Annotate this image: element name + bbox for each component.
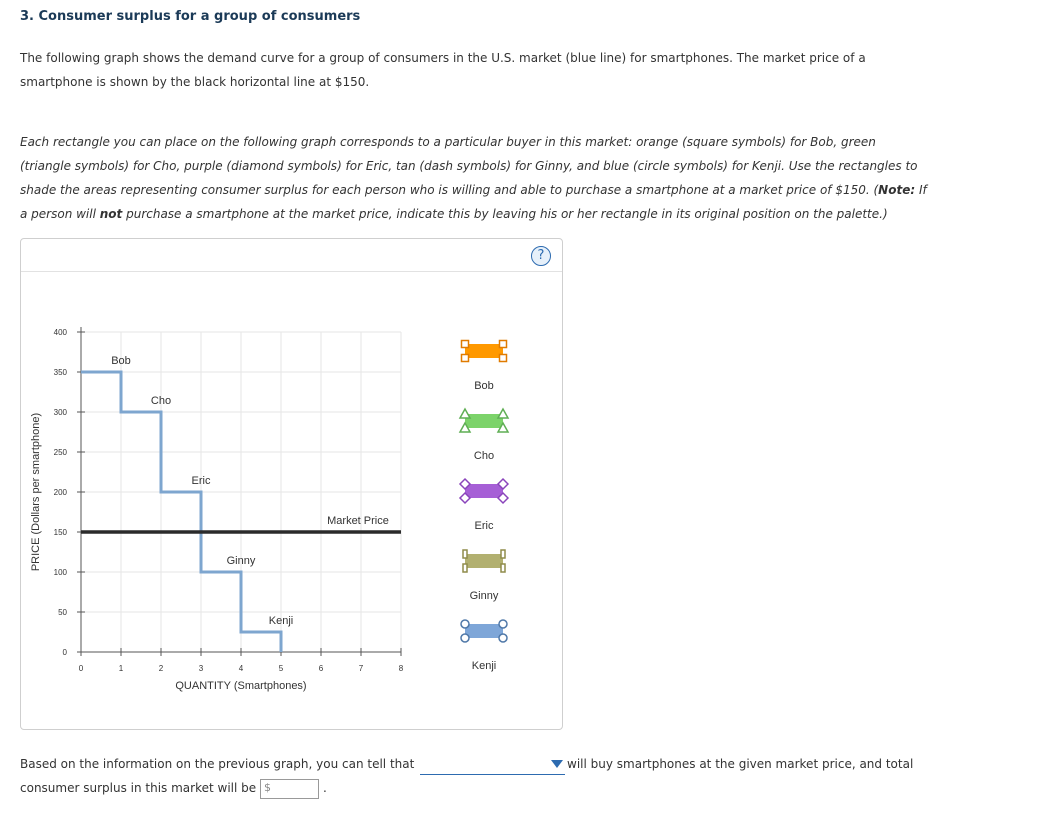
instr-line-1: Each rectangle you can place on the foll…: [20, 135, 876, 149]
x-tick-label: 7: [359, 664, 364, 673]
eric-rect-fill: [465, 484, 503, 498]
y-tick-label: 100: [54, 568, 68, 577]
chevron-down-icon: [551, 760, 563, 768]
kenji-circle-icon: [460, 633, 470, 643]
x-tick-label: 6: [319, 664, 324, 673]
ginny-dash-icon: [500, 549, 506, 559]
instr-line-2: (triangle symbols) for Cho, purple (diam…: [20, 159, 918, 173]
ginny-dash-icon: [500, 563, 506, 573]
instructions-paragraph: Each rectangle you can place on the foll…: [20, 130, 980, 226]
step-label-ginny: Ginny: [227, 555, 256, 567]
y-tick-label: 350: [54, 368, 68, 377]
instr-line-4: a person will not purchase a smartphone …: [20, 207, 888, 221]
y-tick-label: 50: [58, 608, 67, 617]
palette-rect-kenji[interactable]: [460, 619, 508, 643]
palette-label-kenji: Kenji: [472, 660, 496, 672]
answer-suffix: will buy smartphones at the given market…: [567, 757, 914, 771]
x-tick-label: 0: [79, 664, 84, 673]
question-title: 3. Consumer surplus for a group of consu…: [20, 9, 361, 24]
palette-rect-bob[interactable]: [460, 339, 508, 363]
panel-header: [21, 239, 562, 272]
demand-curve: [81, 370, 283, 652]
palette-label-cho: Cho: [474, 450, 494, 462]
bob-square-icon: [460, 353, 470, 363]
ginny-rect-fill: [465, 554, 503, 568]
cho-rect-fill: [465, 414, 503, 428]
y-tick-label: 0: [63, 648, 68, 657]
consumer-surplus-input[interactable]: $: [260, 779, 319, 799]
intro-line-2: smartphone is shown by the black horizon…: [20, 75, 370, 89]
currency-symbol: $: [264, 781, 271, 794]
palette-rect-eric[interactable]: [458, 477, 510, 505]
x-tick-label: 8: [399, 664, 404, 673]
palette-rect-cho[interactable]: [458, 407, 510, 433]
cho-triangle-icon: [458, 421, 472, 433]
kenji-circle-icon: [498, 619, 508, 629]
cho-triangle-icon: [496, 421, 510, 433]
x-axis-title: QUANTITY (Smartphones): [175, 680, 306, 692]
eric-diamond-icon: [458, 477, 472, 491]
palette-rect-ginny[interactable]: [462, 549, 506, 573]
y-tick-label: 250: [54, 448, 68, 457]
bob-square-icon: [460, 339, 470, 349]
step-label-kenji: Kenji: [269, 615, 293, 627]
x-tick-label: 3: [199, 664, 204, 673]
y-axis-title: PRICE (Dollars per smartphone): [30, 413, 42, 571]
x-tick-label: 2: [159, 664, 164, 673]
step-label-bob: Bob: [111, 355, 131, 367]
note-label: Note:: [878, 183, 916, 197]
kenji-circle-icon: [460, 619, 470, 629]
buyers-dropdown[interactable]: [420, 756, 565, 775]
y-tick-label: 150: [54, 528, 68, 537]
answer-line-2: consumer surplus in this market will be: [20, 781, 257, 795]
help-icon[interactable]: ?: [531, 246, 551, 266]
eric-diamond-icon: [458, 491, 472, 505]
ginny-dash-icon: [462, 549, 468, 559]
y-tick-label: 200: [54, 488, 68, 497]
x-tick-label: 4: [239, 664, 244, 673]
cho-triangle-icon: [458, 407, 472, 419]
answer-period: .: [323, 781, 327, 795]
step-label-cho: Cho: [151, 395, 171, 407]
ginny-dash-icon: [462, 563, 468, 573]
answer-prefix: Based on the information on the previous…: [20, 757, 415, 771]
instr-line-3: shade the areas representing consumer su…: [20, 183, 927, 197]
market-price-label: Market Price: [327, 515, 389, 527]
not-emphasis: not: [99, 207, 123, 221]
x-tick-label: 5: [279, 664, 284, 673]
step-label-eric: Eric: [192, 475, 211, 487]
intro-line-1: The following graph shows the demand cur…: [20, 51, 866, 65]
y-tick-label: 400: [54, 328, 68, 337]
eric-diamond-icon: [496, 477, 510, 491]
intro-paragraph: The following graph shows the demand cur…: [20, 46, 920, 94]
kenji-rect-fill: [465, 624, 503, 638]
cho-triangle-icon: [496, 407, 510, 419]
eric-diamond-icon: [496, 491, 510, 505]
demand-graph: 0 1 2 3 4 5 6 7 8 0 50 100 150 200 250 300 350 400 QUANTIT…: [30, 327, 510, 692]
palette-label-ginny: Ginny: [470, 590, 499, 602]
bob-square-icon: [498, 339, 508, 349]
bob-square-icon: [498, 353, 508, 363]
y-tick-label: 300: [54, 408, 68, 417]
graph-panel: ? 0 1 2 3 4 5 6 7 8 0 50 100 150 200 250 300 350 400 QUANT…: [20, 238, 563, 730]
kenji-circle-icon: [498, 633, 508, 643]
palette-label-eric: Eric: [475, 520, 494, 532]
palette-label-bob: Bob: [474, 380, 494, 392]
bob-rect-fill: [465, 344, 503, 358]
x-tick-label: 1: [119, 664, 124, 673]
